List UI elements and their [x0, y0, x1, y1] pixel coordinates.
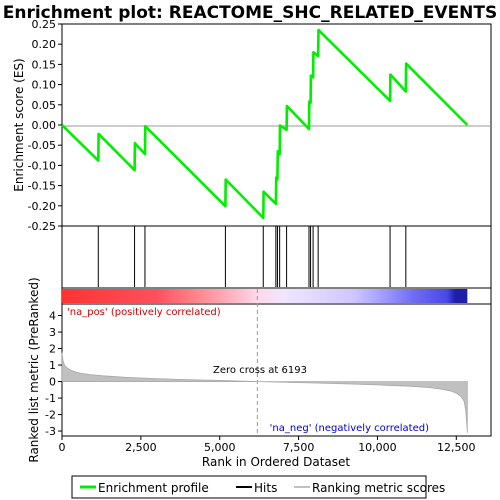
chart-title: Enrichment plot: REACTOME_SHC_RELATED_EV… — [3, 3, 498, 23]
es-tick-label: -0.25 — [28, 220, 56, 233]
metric-tick-label: 1 — [49, 359, 56, 372]
es-tick-label: 0.25 — [32, 18, 57, 31]
metric-tick-label: -2 — [45, 409, 56, 422]
metric-tick-label: 3 — [49, 326, 56, 339]
enrichment-profile-line — [61, 28, 469, 220]
es-y-axis-label: Enrichment score (ES) — [12, 58, 26, 191]
ranked-metric-area — [61, 352, 468, 433]
x-tick-label: 5,000 — [204, 441, 236, 454]
es-tick-label: 0.20 — [32, 38, 57, 51]
es-tick-label: 0.00 — [32, 119, 57, 132]
x-tick-label: 10,000 — [358, 441, 397, 454]
es-tick-label: -0.15 — [28, 180, 56, 193]
legend-hits-label: Hits — [254, 481, 277, 495]
zero-cross-label: Zero cross at 6193 — [213, 365, 307, 376]
pos-correlated-label: 'na_pos' (positively correlated) — [67, 307, 221, 318]
es-tick-label: -0.20 — [28, 200, 56, 213]
metric-tick-label: 0 — [49, 376, 56, 389]
metric-tick-label: 2 — [49, 343, 56, 356]
x-tick-label: 12,500 — [437, 441, 476, 454]
x-tick-label: 2,500 — [125, 441, 157, 454]
x-tick-label: 0 — [59, 441, 66, 454]
metric-tick-label: 4 — [49, 310, 56, 323]
metric-axis: -3 -2 -1 0 1 2 3 4 — [45, 310, 62, 438]
x-axis-label: Rank in Ordered Dataset — [202, 455, 350, 469]
legend-enrichment-label: Enrichment profile — [98, 481, 209, 495]
es-tick-label: 0.10 — [32, 79, 57, 92]
legend-metric-label: Ranking metric scores — [312, 481, 445, 495]
x-axis: 0 2,500 5,000 7,500 10,000 12,500 — [59, 436, 476, 454]
es-tick-label: 0.05 — [32, 99, 57, 112]
es-tick-label: -0.10 — [28, 159, 56, 172]
es-axis: -0.25 -0.20 -0.15 -0.10 -0.05 0.00 0.05 0.10 0.1… — [28, 18, 62, 233]
legend: Enrichment profile Hits Ranking metric s… — [71, 475, 445, 499]
metric-tick-label: -3 — [45, 425, 56, 438]
rank-colorbar — [62, 289, 468, 303]
es-tick-label: -0.05 — [28, 139, 56, 152]
neg-correlated-label: 'na_neg' (negatively correlated) — [270, 423, 429, 434]
hits-layer — [97, 226, 407, 287]
es-tick-label: 0.15 — [32, 58, 57, 71]
hits-panel-frame — [61, 225, 492, 289]
metric-tick-label: -1 — [45, 392, 56, 405]
x-tick-label: 7,500 — [283, 441, 315, 454]
metric-y-axis-label: Ranked list metric (PreRanked) — [27, 277, 41, 462]
